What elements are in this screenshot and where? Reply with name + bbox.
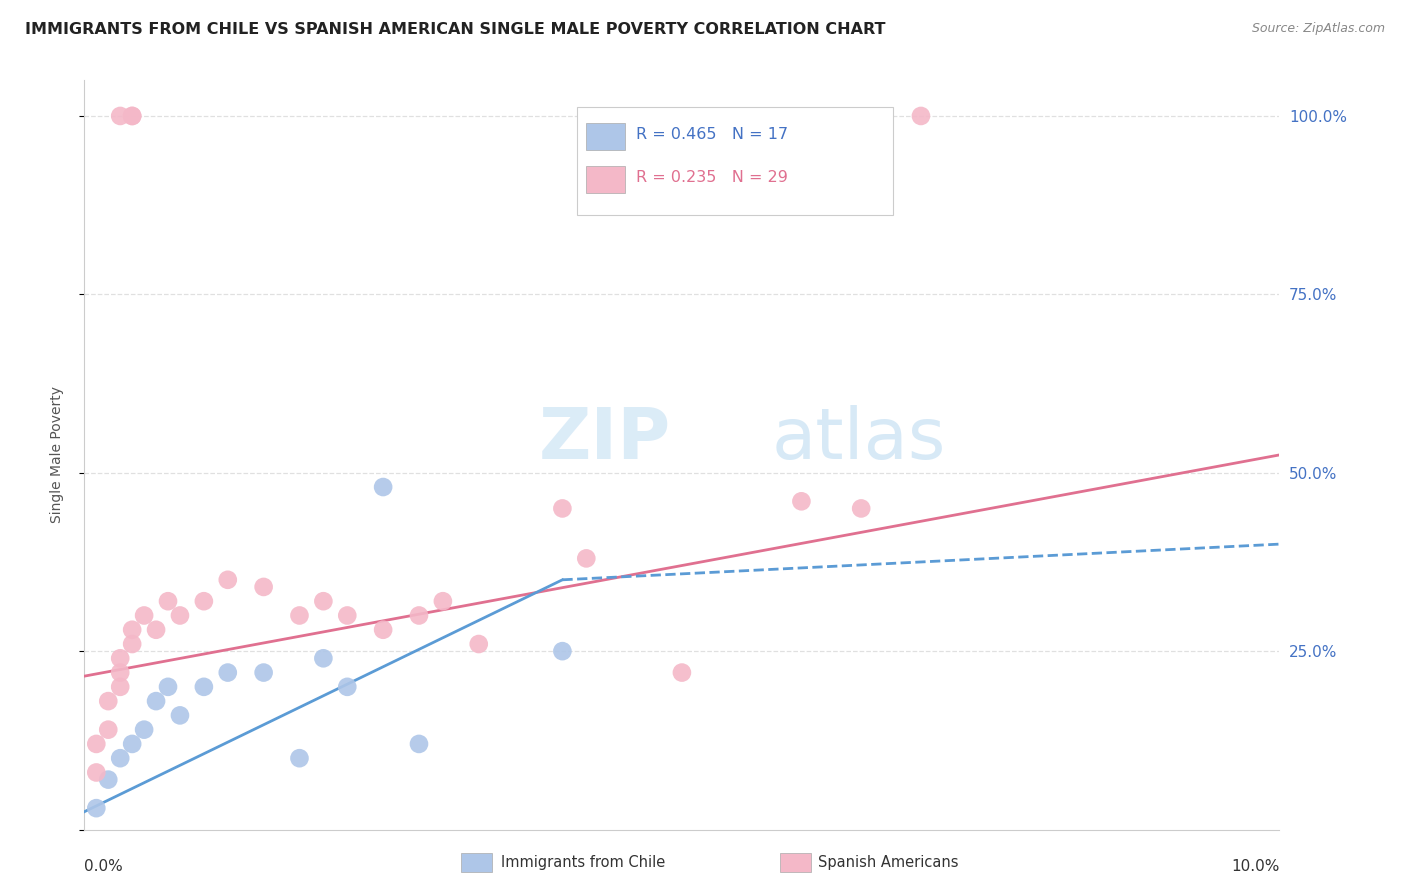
Point xyxy=(575,551,598,566)
Point xyxy=(110,751,132,765)
Point xyxy=(790,494,813,508)
Text: R = 0.465   N = 17: R = 0.465 N = 17 xyxy=(637,128,789,143)
Point xyxy=(336,608,359,623)
Y-axis label: Single Male Poverty: Single Male Poverty xyxy=(49,386,63,524)
Point xyxy=(121,637,143,651)
Point xyxy=(97,772,120,787)
Text: 0.0%: 0.0% xyxy=(84,859,124,874)
Point xyxy=(110,665,132,680)
Point xyxy=(910,109,932,123)
Point xyxy=(468,637,491,651)
Point xyxy=(132,723,156,737)
Text: atlas: atlas xyxy=(772,406,946,475)
Point xyxy=(121,109,143,123)
Point xyxy=(193,594,215,608)
Point xyxy=(312,651,335,665)
Point xyxy=(145,694,167,708)
Point xyxy=(169,708,191,723)
Point xyxy=(110,109,132,123)
Point xyxy=(851,501,873,516)
Point xyxy=(551,644,574,658)
Point xyxy=(121,623,143,637)
Point xyxy=(157,680,180,694)
Point xyxy=(86,765,108,780)
Text: IMMIGRANTS FROM CHILE VS SPANISH AMERICAN SINGLE MALE POVERTY CORRELATION CHART: IMMIGRANTS FROM CHILE VS SPANISH AMERICA… xyxy=(25,22,886,37)
FancyBboxPatch shape xyxy=(586,166,624,193)
Point xyxy=(110,651,132,665)
Point xyxy=(373,480,395,494)
Point xyxy=(132,608,156,623)
Point xyxy=(217,573,239,587)
Point xyxy=(193,680,215,694)
Point xyxy=(253,580,276,594)
Point xyxy=(86,801,108,815)
Text: Spanish Americans: Spanish Americans xyxy=(818,855,959,870)
Point xyxy=(145,623,167,637)
Point xyxy=(288,751,311,765)
Point xyxy=(169,608,191,623)
Text: R = 0.235   N = 29: R = 0.235 N = 29 xyxy=(637,170,789,186)
Point xyxy=(97,694,120,708)
FancyBboxPatch shape xyxy=(576,106,893,215)
Point xyxy=(97,723,120,737)
Point xyxy=(432,594,454,608)
Point xyxy=(373,623,395,637)
Text: Source: ZipAtlas.com: Source: ZipAtlas.com xyxy=(1251,22,1385,36)
Point xyxy=(408,608,430,623)
Point xyxy=(312,594,335,608)
Point xyxy=(86,737,108,751)
Point xyxy=(157,594,180,608)
Point xyxy=(217,665,239,680)
Point xyxy=(121,109,143,123)
Point xyxy=(121,737,143,751)
Point xyxy=(336,680,359,694)
Text: Immigrants from Chile: Immigrants from Chile xyxy=(501,855,665,870)
Point xyxy=(551,501,574,516)
Point xyxy=(253,665,276,680)
Text: ZIP: ZIP xyxy=(538,406,671,475)
Point xyxy=(288,608,311,623)
Point xyxy=(110,680,132,694)
FancyBboxPatch shape xyxy=(586,123,624,150)
Text: 10.0%: 10.0% xyxy=(1232,859,1279,874)
Point xyxy=(671,665,693,680)
Point xyxy=(408,737,430,751)
